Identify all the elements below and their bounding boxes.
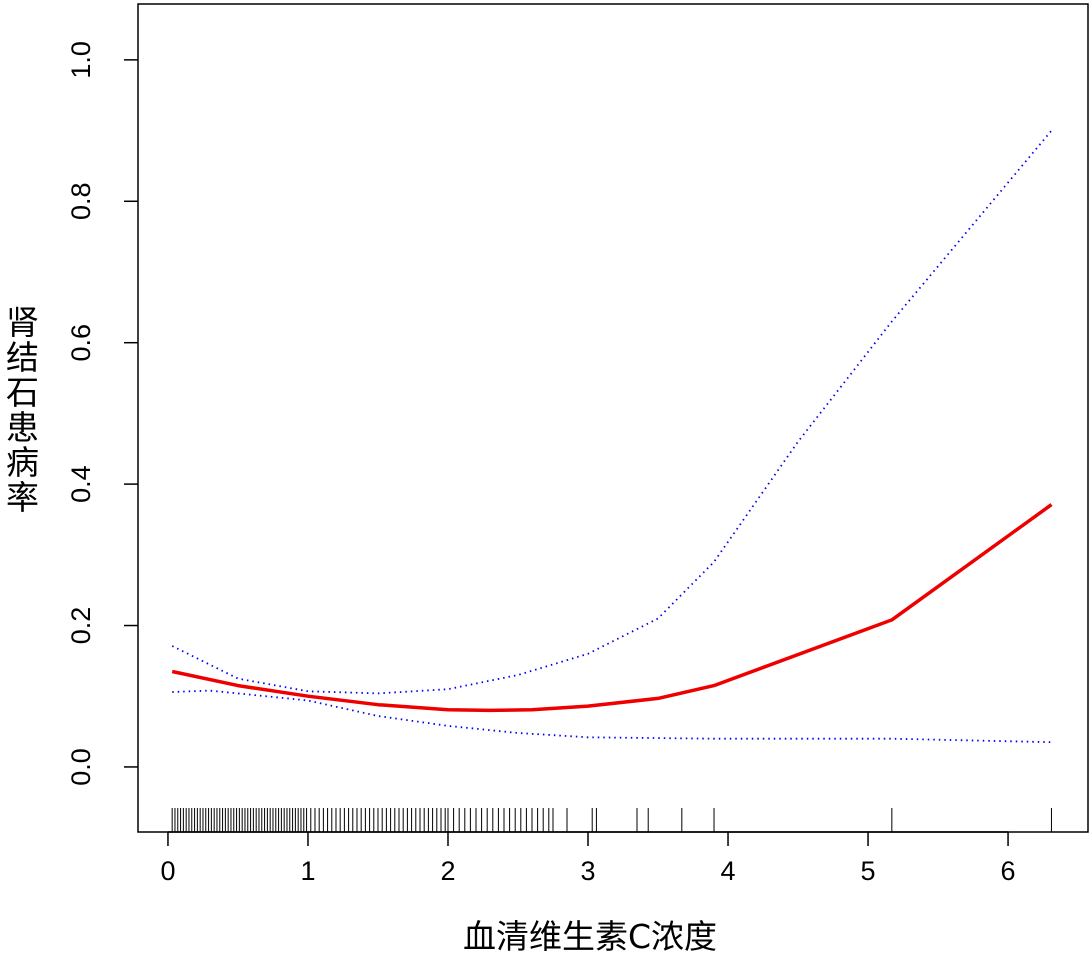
ci-line	[172, 689, 1052, 744]
y-axis-label: 肾结石患病率	[1, 305, 40, 515]
y-tick-label: 1.0	[66, 41, 96, 79]
y-tick-label: 0.8	[66, 183, 96, 221]
y-tick-label: 0.0	[66, 748, 96, 786]
x-axis-label: 血清维生素C浓度	[463, 917, 717, 956]
fit-line	[171, 503, 1053, 713]
x-tick-label: 0	[160, 856, 175, 886]
x-tick-label: 2	[440, 856, 455, 886]
y-tick-label: 0.2	[66, 607, 96, 645]
ci-line	[171, 130, 1053, 695]
y-tick-label: 0.4	[66, 465, 96, 503]
x-tick-label: 5	[861, 856, 876, 886]
x-tick-label: 6	[1001, 856, 1016, 886]
x-tick-label: 4	[721, 856, 736, 886]
y-tick-label: 0.6	[66, 324, 96, 362]
plot-box	[137, 3, 1089, 833]
x-tick-label: 3	[580, 856, 595, 886]
x-tick-label: 1	[300, 856, 315, 886]
